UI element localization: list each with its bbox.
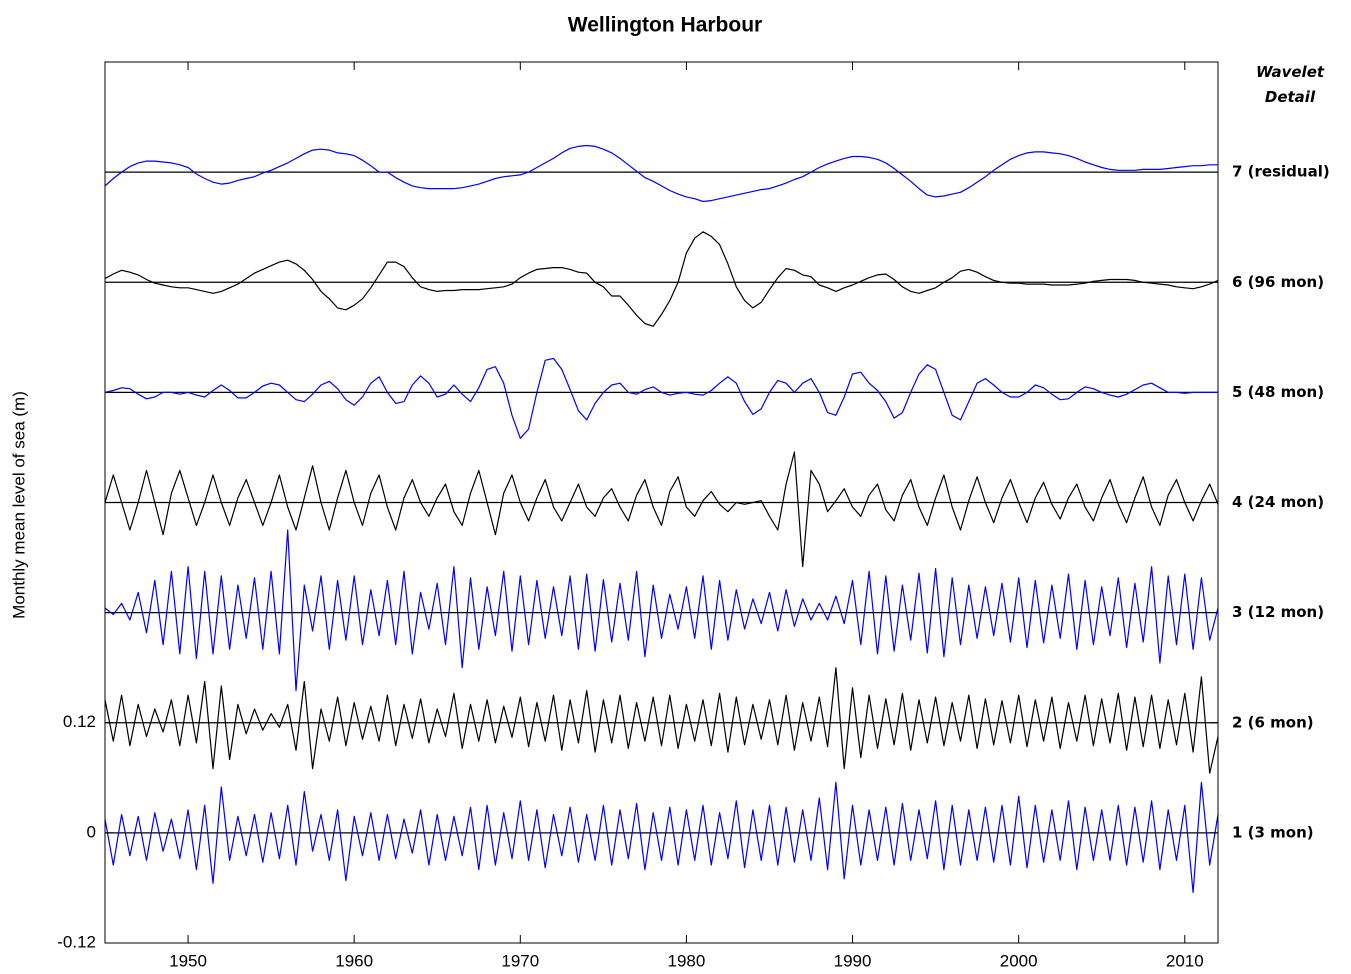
- plot-area: [105, 144, 1218, 894]
- series-line: [105, 357, 1218, 439]
- series-line: [105, 781, 1218, 894]
- y-tick-label: 0.12: [63, 712, 96, 731]
- y-tick-label: -0.12: [57, 932, 96, 951]
- y-tick-label: 0: [87, 822, 96, 841]
- series-label: 3 (12 mon): [1232, 603, 1324, 621]
- chart-title: Wellington Harbour: [568, 14, 762, 37]
- series-label: 4 (24 mon): [1232, 493, 1324, 511]
- x-tick-label: 2010: [1166, 951, 1204, 970]
- x-tick-label: 1950: [169, 951, 207, 970]
- y-axis-label: Monthly mean level of sea (m): [9, 391, 28, 619]
- x-tick-label: 1960: [335, 951, 373, 970]
- x-tick-label: 2000: [1000, 951, 1038, 970]
- series-line: [105, 529, 1218, 692]
- series-label: 6 (96 mon): [1232, 273, 1324, 291]
- series-line: [105, 231, 1218, 327]
- series-label: 7 (residual): [1232, 163, 1330, 181]
- x-tick-label: 1970: [501, 951, 539, 970]
- series-label: 5 (48 mon): [1232, 383, 1324, 401]
- series-line: [105, 451, 1218, 568]
- x-tick-label: 1980: [668, 951, 706, 970]
- plot-frame: [104, 61, 1219, 944]
- legend-title: Wavelet Detail: [1255, 63, 1325, 106]
- series-line: [105, 144, 1218, 203]
- x-tick-label: 1990: [834, 951, 872, 970]
- series-label: 1 (3 mon): [1232, 823, 1314, 841]
- series-line: [105, 667, 1218, 774]
- series-label: 2 (6 mon): [1232, 713, 1314, 731]
